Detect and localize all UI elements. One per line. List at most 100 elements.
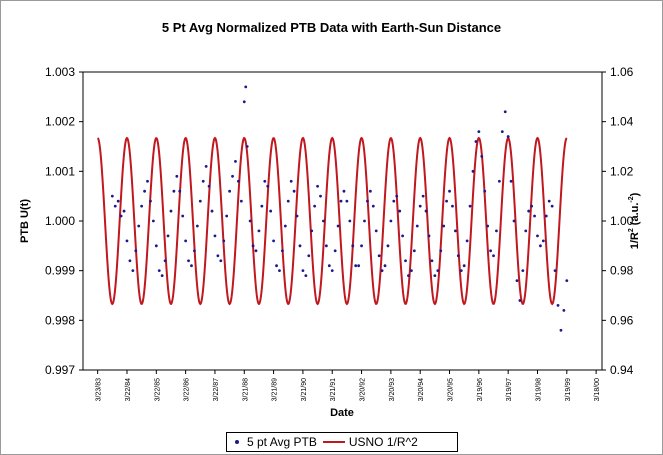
ptb-point xyxy=(363,219,366,223)
x-tick-label: 3/20/92 xyxy=(360,378,367,401)
ptb-point xyxy=(222,239,226,243)
ptb-point xyxy=(266,184,270,188)
ptb-point xyxy=(351,244,355,248)
ptb-point xyxy=(553,269,557,273)
ptb-point xyxy=(122,209,126,213)
ptb-point xyxy=(533,214,536,218)
ptb-point xyxy=(330,269,334,273)
ptb-point xyxy=(374,229,378,233)
ptb-point xyxy=(518,299,522,302)
ptb-point xyxy=(474,140,478,143)
ptb-point xyxy=(193,249,196,253)
ptb-point xyxy=(506,135,510,138)
ptb-point xyxy=(169,209,173,213)
ptb-point xyxy=(213,234,217,238)
ptb-point xyxy=(509,179,513,183)
ptb-point xyxy=(313,204,317,208)
ptb-point xyxy=(489,249,492,253)
legend-label-ptb: 5 pt Avg PTB xyxy=(247,435,317,449)
ptb-point xyxy=(289,179,293,183)
ptb-point xyxy=(380,269,384,273)
ptb-point xyxy=(237,179,240,183)
right-tick-label: 1.06 xyxy=(610,65,634,79)
ptb-point xyxy=(483,189,487,193)
ptb-point xyxy=(389,219,393,223)
ptb-point xyxy=(251,244,255,248)
ptb-point xyxy=(539,244,542,248)
left-tick-label: 1.003 xyxy=(45,65,75,79)
legend-dot-marker xyxy=(235,440,239,444)
ptb-point xyxy=(547,199,551,203)
ptb-point xyxy=(395,194,399,198)
ptb-point xyxy=(462,264,466,268)
ptb-point xyxy=(263,179,267,183)
ptb-point xyxy=(278,269,281,273)
ptb-point xyxy=(166,234,170,238)
ptb-point xyxy=(280,249,284,253)
ptb-point xyxy=(465,239,469,243)
ptb-point xyxy=(497,179,501,183)
ptb-point xyxy=(242,100,246,104)
left-tick-label: 0.998 xyxy=(45,313,75,327)
ptb-point xyxy=(151,219,155,223)
ptb-point xyxy=(181,214,185,218)
ptb-point xyxy=(239,199,243,203)
ptb-point xyxy=(541,239,545,243)
right-tick-label: 0.98 xyxy=(610,264,634,278)
ylabel-right-sup: 2 xyxy=(628,228,635,232)
legend-item-ptb: 5 pt Avg PTB xyxy=(233,435,317,449)
usno-line-path xyxy=(96,136,568,306)
ptb-point xyxy=(436,269,440,273)
ptb-point xyxy=(421,194,425,198)
ptb-point xyxy=(360,244,363,248)
ptb-point xyxy=(283,224,287,228)
ptb-point xyxy=(407,274,410,278)
ptb-point xyxy=(210,209,214,213)
ptb-point xyxy=(149,199,152,203)
ptb-point xyxy=(453,229,457,233)
ptb-point xyxy=(322,219,325,223)
ptb-point xyxy=(371,204,375,208)
x-tick-label: 3/22/85 xyxy=(154,378,161,401)
left-axis: 1.003 1.002 1.001 1.000 0.999 0.998 0.997 xyxy=(45,65,83,377)
ptb-point xyxy=(219,259,223,263)
ptb-point xyxy=(559,328,563,332)
ptb-point xyxy=(195,224,199,228)
ptb-point xyxy=(295,214,299,218)
ptb-point xyxy=(368,189,372,193)
ptb-point xyxy=(310,229,314,233)
ptb-point xyxy=(471,169,475,173)
ptb-point xyxy=(562,309,566,312)
ptb-point xyxy=(207,184,211,188)
ptb-point xyxy=(172,189,176,193)
ptb-point xyxy=(448,189,451,193)
ptb-point xyxy=(348,219,352,223)
ptb-point xyxy=(231,174,234,178)
right-tick-label: 1.04 xyxy=(610,115,634,129)
ptb-point xyxy=(301,269,305,273)
ptb-point xyxy=(134,249,138,253)
ptb-point xyxy=(143,189,146,193)
x-tick-label: 3/21/89 xyxy=(272,378,279,401)
ptb-point xyxy=(254,249,258,253)
legend-label-usno: USNO 1/R^2 xyxy=(348,435,418,449)
ptb-point xyxy=(401,234,405,238)
x-tick-label: 3/20/95 xyxy=(448,378,455,401)
x-tick-label: 3/21/91 xyxy=(330,378,337,401)
x-tick-label: 3/18/00 xyxy=(594,378,601,401)
right-tick-label: 0.94 xyxy=(610,363,634,377)
ptb-point xyxy=(187,259,190,263)
ptb-point xyxy=(319,194,322,198)
ptb-point xyxy=(468,204,472,208)
ptb-point xyxy=(451,204,454,208)
ptb-point xyxy=(486,224,490,228)
ptb-point xyxy=(383,264,387,268)
ptb-point xyxy=(439,249,443,253)
ptb-point xyxy=(521,269,525,273)
x-tick-label: 3/20/94 xyxy=(418,378,425,401)
ptb-point xyxy=(131,269,135,273)
ptb-point xyxy=(163,259,167,263)
ylabel-right-main: 1/R xyxy=(629,232,641,249)
ptb-point xyxy=(307,254,311,258)
right-tick-label: 1.00 xyxy=(610,214,634,228)
